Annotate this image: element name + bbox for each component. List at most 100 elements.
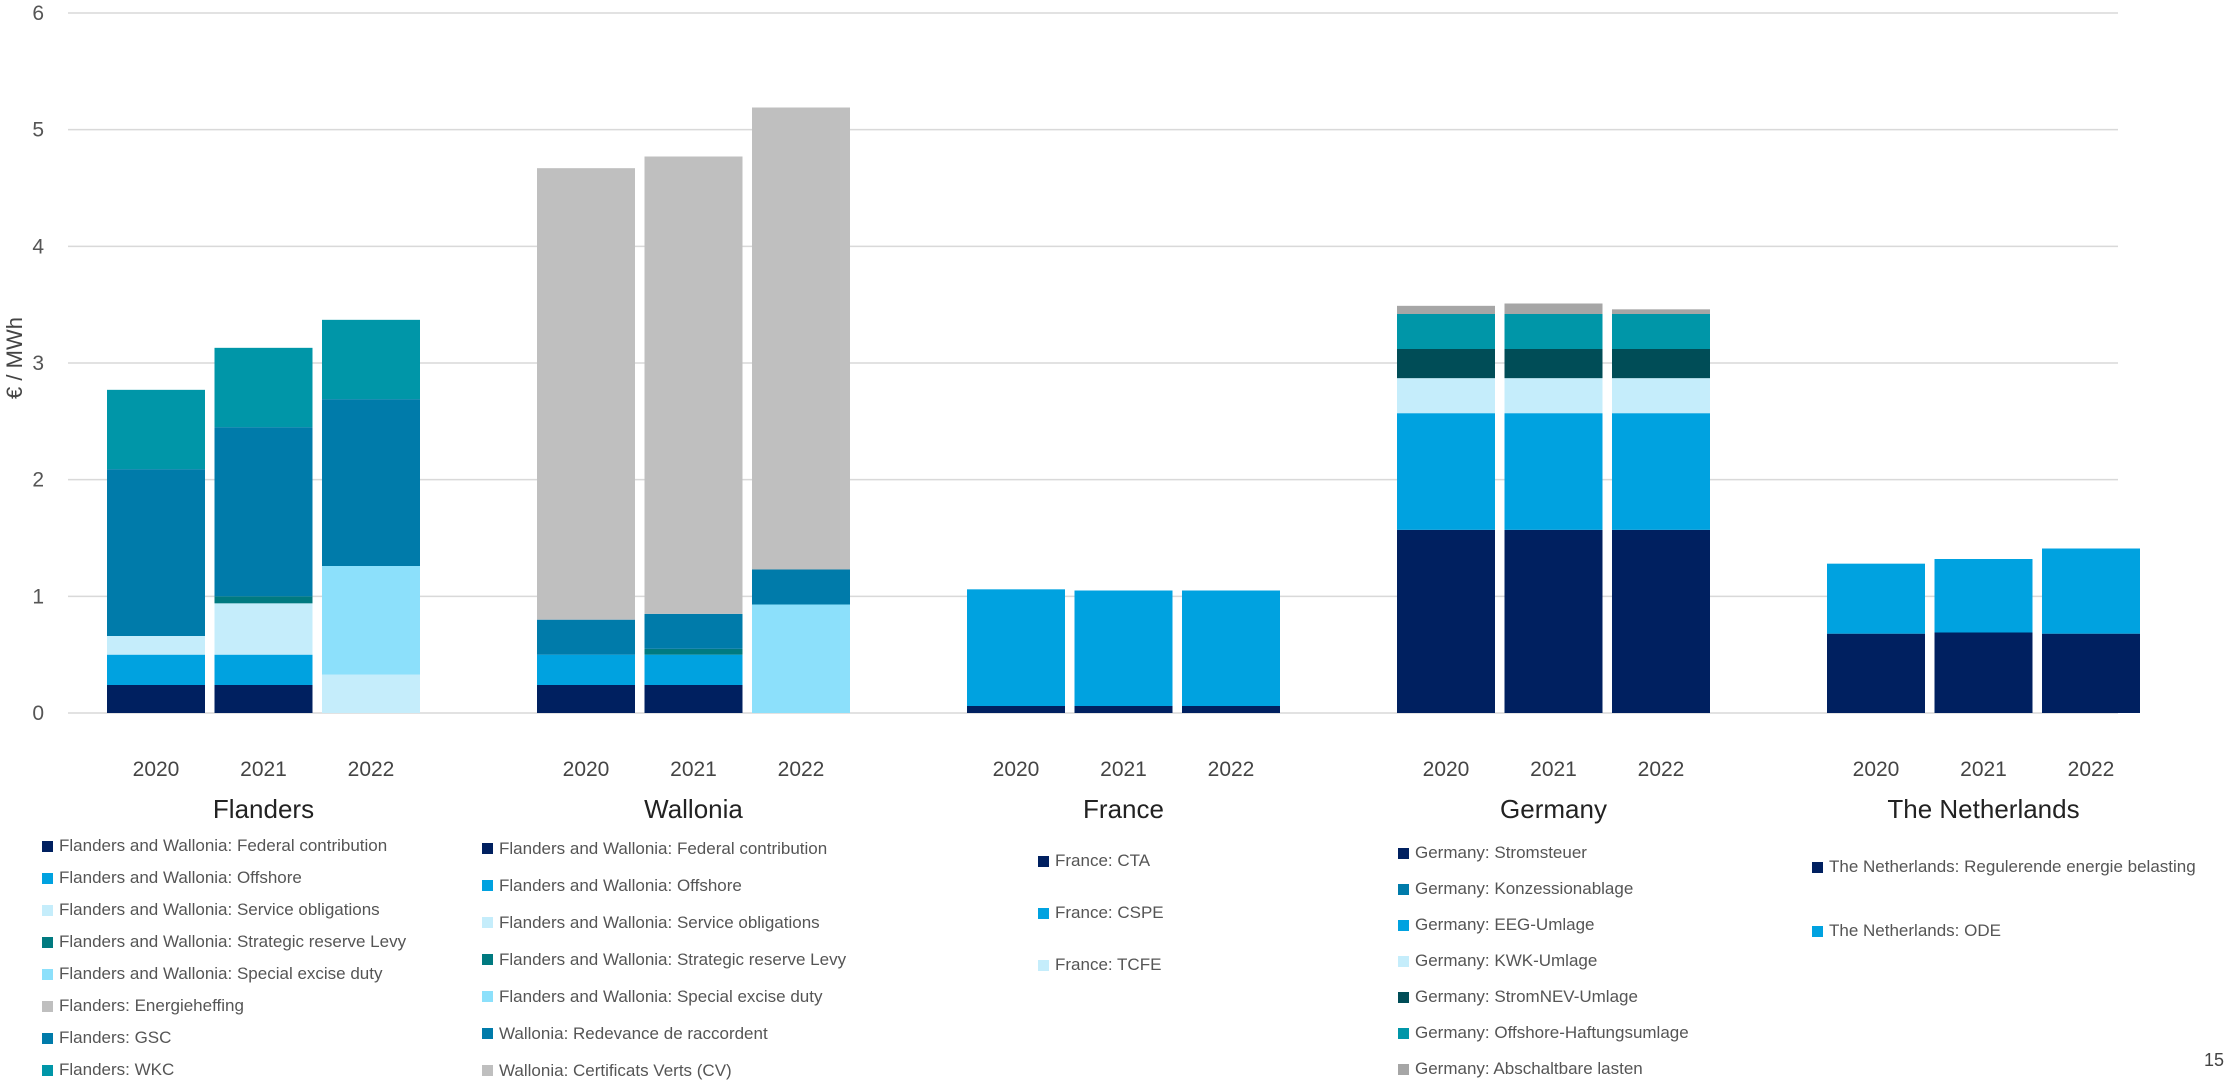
y-tick-label: 3 — [32, 352, 44, 375]
legend-item: Germany: Abschaltbare lasten — [1398, 1051, 1689, 1087]
legend-swatch — [1812, 925, 1823, 937]
legend-swatch — [1812, 861, 1823, 873]
bar-segment — [214, 596, 313, 604]
legend-item: Flanders and Wallonia: Federal contribut… — [482, 830, 846, 867]
bar-segment — [1504, 314, 1603, 349]
legend-item: France: CTA — [1038, 835, 1164, 887]
bar-group-the-netherlands — [1827, 548, 2140, 713]
legend-item: Flanders and Wallonia: Service obligatio… — [42, 894, 406, 926]
legend-swatch — [42, 904, 53, 916]
bar-segment — [537, 685, 635, 713]
legend-item: Flanders and Wallonia: Offshore — [42, 862, 406, 894]
legend-swatch — [42, 936, 53, 948]
legend-item: Flanders and Wallonia: Strategic reserve… — [482, 941, 846, 978]
bar-segment — [1182, 706, 1280, 713]
bar-segment — [1504, 303, 1603, 314]
legend-label: Germany: StromNEV-Umlage — [1415, 987, 1638, 1006]
x-tick-label: 2020 — [563, 758, 610, 781]
x-tick-label: 2021 — [1530, 758, 1577, 781]
group-label: Flanders — [213, 794, 314, 824]
bar-segment — [1397, 529, 1495, 713]
bar-segment — [107, 685, 205, 713]
legend-label: Germany: Stromsteuer — [1415, 843, 1587, 862]
legend-swatch — [1398, 955, 1409, 967]
y-axis-label: € / MWh — [2, 317, 27, 399]
bar-segment — [2042, 633, 2140, 713]
bar-segment — [2042, 548, 2140, 634]
bar-segment — [1612, 314, 1710, 349]
legend-3: France: CTA France: CSPE France: TCFE — [1038, 835, 1164, 991]
bar-group-france — [967, 589, 1280, 713]
legend-label: Germany: EEG-Umlage — [1415, 915, 1595, 934]
legend-swatch — [482, 843, 493, 854]
bar-segment — [1504, 378, 1603, 414]
legend-item: Flanders and Wallonia: Service obligatio… — [482, 904, 846, 941]
legend-label: Germany: Offshore-Haftungsumlage — [1415, 1023, 1689, 1042]
bar-segment — [1612, 309, 1710, 314]
legend-swatch — [42, 840, 53, 852]
legend-label: Germany: Konzessionablage — [1415, 879, 1634, 898]
bar-segment — [214, 685, 313, 713]
legend-item: Germany: KWK-Umlage — [1398, 943, 1689, 979]
legend-item: Wallonia: Redevance de raccordent — [482, 1015, 846, 1052]
legend-label: The Netherlands: Regulerende energie bel… — [1829, 857, 2196, 876]
legend-swatch — [1398, 1027, 1409, 1039]
x-tick-label: 2020 — [1423, 758, 1470, 781]
bar-segment — [214, 347, 313, 428]
bar-segment — [322, 319, 420, 400]
bar-segment — [644, 648, 743, 655]
legend-item: Flanders and Wallonia: Strategic reserve… — [42, 926, 406, 958]
x-tick-label: 2022 — [2068, 758, 2115, 781]
y-axis-ticks: 0 1 2 3 4 5 6 — [32, 2, 44, 725]
bar-segment — [1074, 706, 1173, 713]
legend-label: Flanders and Wallonia: Special excise du… — [499, 986, 823, 1006]
bar-segment — [1397, 314, 1495, 349]
legend-swatch — [42, 1064, 53, 1076]
legend-swatch — [482, 991, 493, 1002]
legend-swatch — [482, 1028, 493, 1039]
page-number: 15 — [2203, 1050, 2224, 1070]
legend-swatch — [1038, 959, 1049, 971]
legend-label: Flanders: Energieheffing — [59, 996, 244, 1015]
legend-2: Flanders and Wallonia: Federal contribut… — [482, 830, 846, 1089]
bar-segment — [1504, 349, 1603, 379]
y-tick-label: 5 — [32, 119, 44, 142]
legend-swatch — [1398, 883, 1409, 895]
x-tick-label: 2022 — [778, 758, 825, 781]
bar-segment — [644, 156, 743, 614]
legend-label: Flanders and Wallonia: Service obligatio… — [499, 912, 820, 932]
bar-segment — [1397, 305, 1495, 314]
legend-4: Germany: Stromsteuer Germany: Konzessiona… — [1398, 835, 1689, 1087]
legend-item: Flanders: GSC — [42, 1022, 406, 1054]
bar-segment — [107, 636, 205, 655]
bar-segment — [1612, 378, 1710, 414]
bar-segment — [967, 589, 1065, 706]
legend-item: Flanders and Wallonia: Special excise du… — [42, 958, 406, 990]
y-tick-label: 6 — [32, 2, 44, 25]
bar-segment — [322, 674, 420, 713]
bar-segment — [752, 604, 850, 713]
bar-segment — [752, 569, 850, 605]
legend-item: Flanders: Energieheffing — [42, 990, 406, 1022]
legend-item: The Netherlands: Regulerende energie bel… — [1812, 835, 2196, 899]
bar-segment — [967, 706, 1065, 713]
x-axis-labels: 2020 2021 2022 Flanders 2020 2021 2022 Wallonia… — [133, 758, 2115, 824]
legend-label: Flanders: WKC — [59, 1060, 175, 1079]
group-label: The Netherlands — [1887, 794, 2079, 824]
x-tick-label: 2021 — [670, 758, 717, 781]
x-tick-label: 2020 — [1853, 758, 1900, 781]
legend-item: Flanders: WKC — [42, 1054, 406, 1086]
bar-segment — [1827, 563, 1925, 634]
bar-segment — [1827, 633, 1925, 713]
bars — [107, 107, 2140, 713]
bar-segment — [214, 427, 313, 597]
bar-segment — [107, 469, 205, 636]
legend-swatch — [1398, 991, 1409, 1003]
y-tick-label: 2 — [32, 469, 44, 492]
legend-label: The Netherlands: ODE — [1829, 921, 2001, 940]
legend-swatch — [42, 872, 53, 884]
legend-label: Flanders and Wallonia: Service obligatio… — [59, 900, 380, 919]
y-tick-label: 1 — [32, 585, 44, 608]
bar-segment — [1934, 632, 2033, 713]
